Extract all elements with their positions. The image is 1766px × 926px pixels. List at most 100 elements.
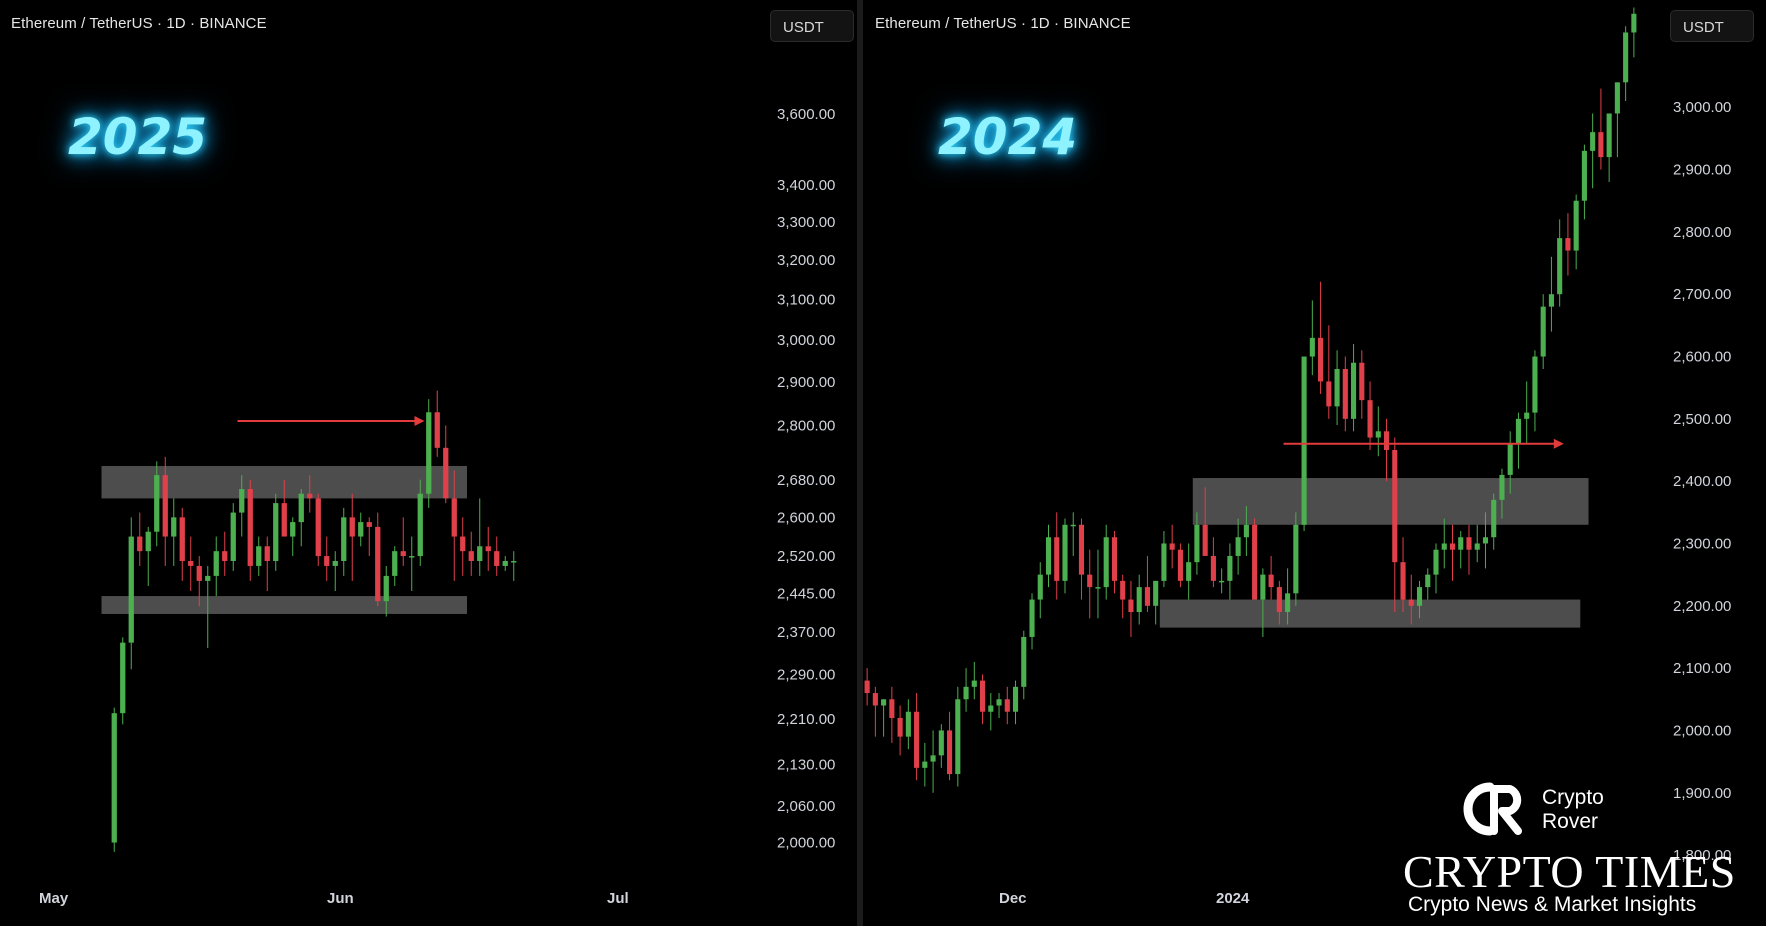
candle-body — [955, 699, 961, 775]
candle — [417, 479, 423, 566]
candle-body — [128, 536, 134, 643]
y-tick-label: 1,800.00 — [1673, 847, 1731, 864]
candle — [1441, 518, 1447, 569]
candle — [1202, 487, 1208, 556]
candle — [451, 470, 457, 581]
candle — [120, 637, 126, 725]
candle-body — [247, 489, 253, 566]
candle-body — [1202, 524, 1208, 556]
candle — [1054, 512, 1060, 600]
candle — [1367, 381, 1373, 450]
candle — [1252, 518, 1258, 600]
candle-body — [1128, 599, 1134, 613]
candle-body — [1425, 574, 1431, 588]
candle-body — [1548, 294, 1554, 307]
candle — [222, 531, 228, 576]
candle-body — [154, 475, 160, 532]
candle — [213, 536, 219, 597]
candle — [230, 503, 236, 571]
candle-body — [1054, 537, 1060, 581]
candle — [1268, 555, 1274, 600]
symbol-title-left: Ethereum / TetherUS · 1D · BINANCE — [11, 15, 267, 32]
candle — [502, 556, 508, 571]
candle — [426, 399, 432, 508]
candle — [988, 693, 994, 731]
candle — [1499, 468, 1505, 519]
candle-body — [426, 412, 432, 494]
y-tick-label: 2,700.00 — [1673, 286, 1731, 303]
candle-body — [1367, 400, 1373, 438]
y-tick-label: 3,300.00 — [777, 214, 835, 231]
candle — [188, 536, 194, 591]
candle-body — [1268, 574, 1274, 588]
candle — [485, 526, 491, 571]
candle-body — [1177, 549, 1183, 581]
candle — [1235, 518, 1241, 575]
y-tick-label: 3,200.00 — [777, 252, 835, 269]
candle-body — [1342, 368, 1348, 419]
candle — [971, 661, 977, 700]
y-tick-label: 2,200.00 — [1673, 598, 1731, 615]
candle-body — [111, 713, 117, 843]
candle-body — [205, 575, 211, 581]
y-tick-label: 3,400.00 — [777, 177, 835, 194]
candle-body — [1012, 686, 1019, 712]
candle — [1416, 580, 1423, 619]
y-tick-label: 2,370.00 — [777, 624, 835, 641]
candle-body — [213, 551, 219, 576]
candle-body — [1235, 537, 1241, 556]
candle — [1136, 574, 1142, 625]
y-tick-label: 3,000.00 — [777, 332, 835, 349]
candle — [1177, 543, 1183, 588]
candle-body — [1087, 574, 1093, 588]
candle-body — [1095, 587, 1101, 589]
candle-body — [196, 565, 202, 581]
crypto-rover-logo-icon — [1463, 782, 1522, 836]
publisher-tagline: Crypto News & Market Insights — [1408, 893, 1697, 916]
candle — [1573, 194, 1579, 270]
candle-body — [434, 412, 440, 448]
candle — [1111, 531, 1118, 594]
candle — [468, 531, 474, 576]
candle-body — [1441, 543, 1447, 550]
candle-body — [996, 699, 1002, 706]
candle — [1548, 256, 1554, 332]
candle — [256, 536, 262, 576]
candle-body — [1078, 524, 1085, 575]
candle-body — [341, 517, 347, 562]
candle-body — [409, 556, 415, 558]
candle — [1334, 350, 1340, 426]
candle — [1227, 543, 1233, 600]
brand-line-2: Rover — [1542, 810, 1599, 833]
candle-body — [1309, 337, 1315, 357]
candle — [996, 693, 1002, 718]
candle-body — [881, 699, 887, 706]
candle-body — [1103, 537, 1109, 588]
candle — [273, 493, 279, 571]
candle — [1194, 512, 1200, 575]
y-tick-label: 2,600.00 — [777, 509, 835, 526]
candle-body — [120, 642, 126, 714]
candle — [947, 711, 953, 781]
candle-body — [485, 546, 491, 552]
candle — [1243, 506, 1249, 556]
candle-body — [162, 475, 168, 537]
y-tick-label: 3,100.00 — [777, 291, 835, 308]
y-tick-label: 2,100.00 — [1673, 660, 1731, 677]
candle — [1400, 537, 1406, 613]
candle-body — [137, 536, 143, 552]
candle-body — [889, 699, 895, 718]
candle-body — [222, 551, 228, 562]
currency-button-left[interactable]: USDT — [770, 10, 854, 42]
candle-body — [145, 531, 151, 552]
candle-body — [239, 489, 245, 513]
candle — [307, 475, 313, 513]
currency-button-right[interactable]: USDT — [1670, 10, 1754, 42]
y-tick-label: 2,290.00 — [777, 667, 835, 684]
candle — [1491, 493, 1497, 550]
candle — [1375, 406, 1381, 457]
candle — [264, 536, 270, 591]
candle — [1598, 88, 1604, 170]
candle-body — [451, 498, 457, 537]
candle — [1004, 686, 1010, 725]
